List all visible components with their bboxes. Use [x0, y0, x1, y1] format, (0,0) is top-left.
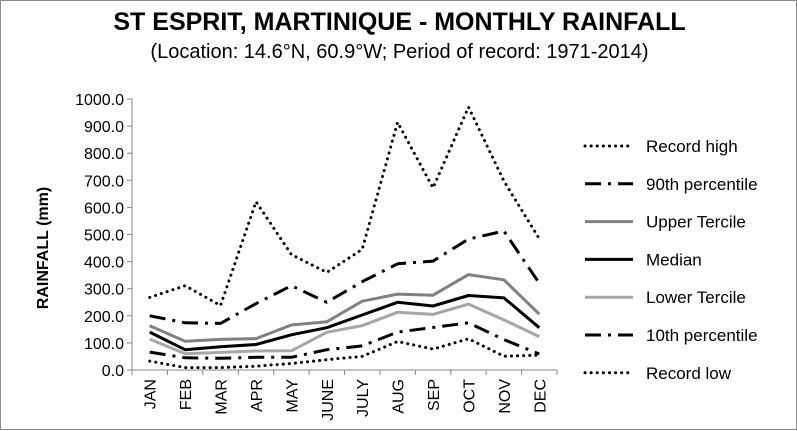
legend-label: Record high: [646, 137, 738, 156]
series-line-record-high: [148, 105, 541, 307]
series-line-10th-percentile: [149, 321, 540, 360]
chart-title: ST ESPRIT, MARTINIQUE - MONTHLY RAINFALL: [113, 8, 686, 36]
chart-axes: 0.0 100.0 200.0 300.0 400.0 500.0 600.0 700.0 80…: [75, 92, 558, 421]
x-tick-label: APR: [249, 379, 266, 412]
x-tick-label: JAN: [143, 379, 160, 409]
series-line-median: [149, 294, 541, 352]
y-tick-label: 1000.0: [75, 92, 124, 109]
legend-label: 10th percentile: [646, 326, 758, 345]
x-tick-label: JUNE: [320, 379, 337, 421]
chart-legend: Record high 90th percentile Upper Tercile M…: [583, 137, 758, 383]
series-line-lower-tercile: [149, 302, 540, 356]
x-tick-label: AUG: [391, 379, 408, 414]
y-tick-label: 100.0: [84, 336, 124, 353]
y-tick-label: 400.0: [84, 255, 124, 272]
y-tick-label: 500.0: [84, 228, 124, 245]
x-tick-label: DEC: [532, 379, 549, 413]
y-tick-label: 800.0: [84, 146, 124, 163]
y-tick-label: 900.0: [84, 119, 124, 136]
x-tick-label: NOV: [497, 379, 514, 414]
y-tick-label: 0.0: [102, 363, 124, 380]
y-tick-label: 600.0: [84, 200, 124, 217]
legend-label: Median: [646, 250, 702, 269]
legend-label: 90th percentile: [646, 175, 758, 194]
series-line-record-low: [148, 337, 541, 370]
legend-label: Upper Tercile: [646, 213, 746, 232]
x-tick-label: OCT: [461, 379, 478, 413]
x-tick-label: MAY: [284, 379, 301, 413]
chart-subtitle: (Location: 14.6°N, 60.9°W; Period of rec…: [150, 41, 649, 63]
y-axis-label: RAINFALL (mm): [35, 187, 52, 309]
legend-label: Lower Tercile: [646, 288, 746, 307]
y-tick-label: 200.0: [84, 309, 124, 326]
y-tick-label: 300.0: [84, 282, 124, 299]
series-line-upper-tercile: [149, 273, 541, 343]
x-tick-label: SEP: [426, 379, 443, 411]
y-tick-label: 700.0: [84, 173, 124, 190]
x-tick-label: FEB: [178, 379, 195, 410]
series-layer: [148, 105, 541, 370]
x-tick-label: MAR: [214, 379, 231, 415]
series-line-90th-percentile: [149, 229, 541, 325]
x-tick-label: JULY: [355, 379, 372, 417]
legend-label: Record low: [646, 364, 732, 383]
